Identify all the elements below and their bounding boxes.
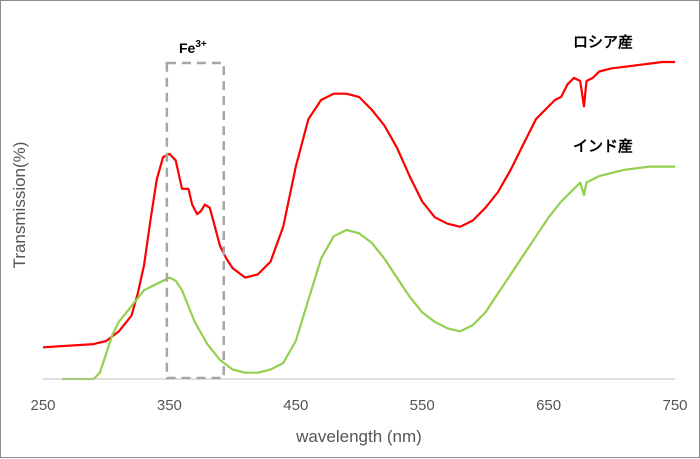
tick-layer: 250 350 450 550 650 750	[30, 397, 687, 414]
series-label-russia: ロシア産	[573, 33, 633, 51]
fe3-annotation-base: Fe	[179, 40, 196, 56]
x-tick-label: 450	[283, 397, 308, 414]
series-layer	[42, 60, 675, 381]
x-tick-label: 350	[157, 397, 182, 414]
x-tick-label: 550	[410, 397, 435, 414]
y-axis-title: Transmission(%)	[10, 142, 29, 269]
x-tick-label: 650	[536, 397, 561, 414]
x-tick-label: 750	[662, 397, 687, 414]
fe3-range-box	[165, 61, 226, 380]
x-axis-title: wavelength (nm)	[295, 427, 422, 446]
series-label-india: インド産	[573, 137, 633, 155]
fe3-annotation-superscript: 3+	[195, 39, 207, 50]
series-line-russia	[42, 60, 675, 349]
x-tick-label: 250	[30, 397, 55, 414]
fe3-annotation: Fe3+	[179, 39, 207, 56]
